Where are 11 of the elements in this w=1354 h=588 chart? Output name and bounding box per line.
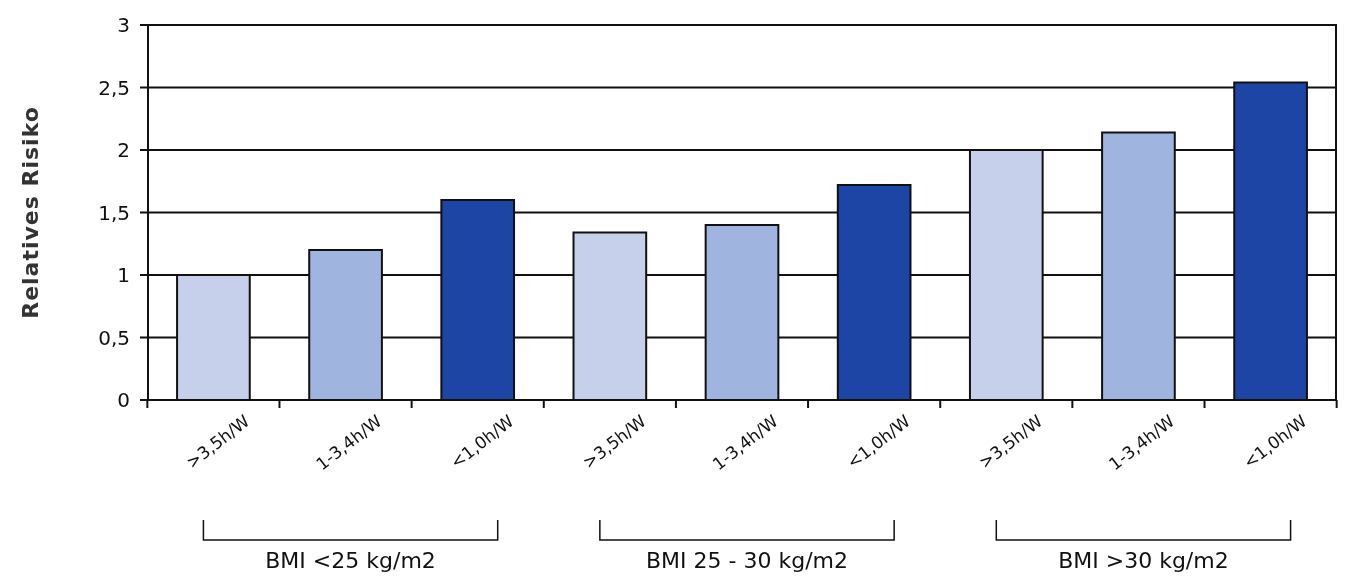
text: BMI <25 kg/m2 bbox=[265, 548, 436, 573]
y-tick-label: 2,5 bbox=[98, 75, 130, 100]
y-tick-label: 1 bbox=[117, 263, 130, 287]
text: BMI 25 - 30 kg/m2 bbox=[645, 548, 849, 573]
y-tick-label: 1,5 bbox=[98, 200, 130, 225]
y-tick-label: 2 bbox=[117, 138, 130, 162]
text: BMI >30 kg/m2 bbox=[1058, 548, 1229, 573]
y-tick-label: 0 bbox=[117, 388, 130, 412]
y-axis-title: Relatives Risiko bbox=[18, 106, 43, 319]
y-tick-label: 3 bbox=[117, 13, 130, 37]
y-tick-label: 0,5 bbox=[98, 325, 130, 350]
